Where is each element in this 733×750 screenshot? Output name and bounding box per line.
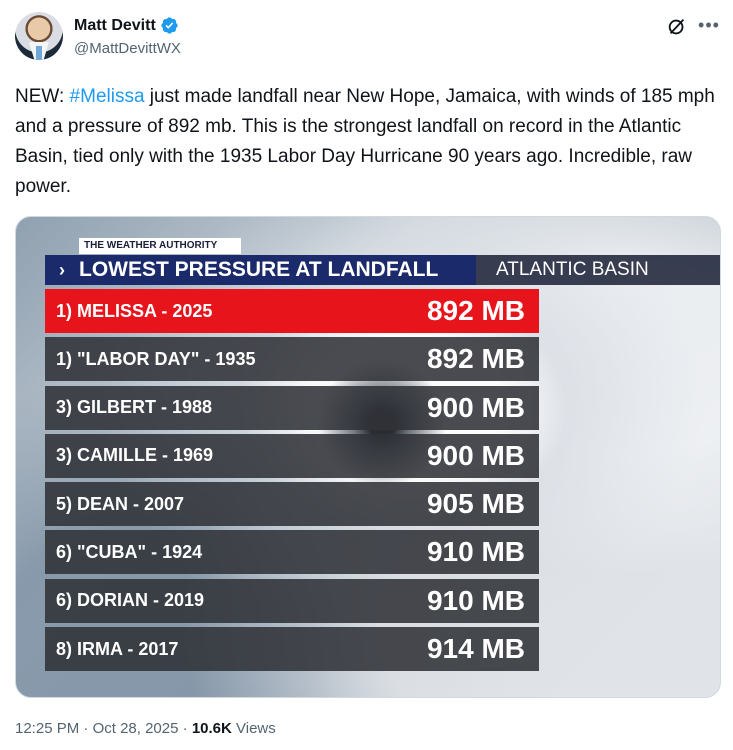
list-item-label: 3) CAMILLE - 1969 bbox=[56, 445, 214, 466]
views-count[interactable]: 10.6K bbox=[191, 720, 232, 737]
list-item-label: 1) "LABOR DAY" - 1935 bbox=[56, 348, 256, 369]
list-item-value: 900 MB bbox=[426, 391, 525, 423]
list-item-value: 905 MB bbox=[426, 488, 525, 520]
tweet-header: Matt Devitt @MattDevittWX ••• bbox=[15, 12, 720, 64]
hashtag-link[interactable]: #Melissa bbox=[69, 86, 145, 107]
list-item-label: 1) MELISSA - 2025 bbox=[56, 300, 213, 321]
list-item-value: 892 MB bbox=[426, 295, 525, 326]
verified-badge-icon bbox=[161, 17, 178, 34]
list-item-label: 3) GILBERT - 1988 bbox=[56, 397, 213, 418]
tweet-footer: 12:25 PM · Oct 28, 2025 · 10.6K Views bbox=[15, 720, 276, 737]
brand-tag: THE WEATHER AUTHORITY bbox=[79, 238, 241, 254]
chevron-right-icon: › bbox=[59, 260, 65, 280]
tweet-media-image[interactable]: THE WEATHER AUTHORITY › LOWEST PRESSURE … bbox=[15, 216, 721, 698]
list-item-value: 892 MB bbox=[426, 343, 525, 375]
more-icon[interactable]: ••• bbox=[698, 15, 720, 35]
list-item: 3) GILBERT - 1988 900 MB bbox=[45, 385, 539, 430]
list-item-value: 900 MB bbox=[426, 439, 525, 471]
list-item-value: 914 MB bbox=[426, 633, 525, 665]
tweet-body: just made landfall near New Hope, Jamaic… bbox=[15, 86, 715, 197]
author-handle[interactable]: @MattDevittWX bbox=[74, 40, 181, 57]
graphic-title: › LOWEST PRESSURE AT LANDFALL bbox=[45, 255, 476, 285]
list-item-label: 8) IRMA - 2017 bbox=[56, 638, 179, 659]
author-name[interactable]: Matt Devitt bbox=[74, 16, 156, 34]
separator: · bbox=[178, 720, 192, 737]
post-date[interactable]: Oct 28, 2025 bbox=[92, 720, 179, 737]
list-item-value: 910 MB bbox=[426, 584, 525, 616]
tweet-prefix: NEW: bbox=[15, 86, 70, 107]
list-item-value: 910 MB bbox=[426, 536, 525, 568]
list-item: 5) DEAN - 2007 905 MB bbox=[45, 482, 539, 527]
list-item: 6) "CUBA" - 1924 910 MB bbox=[45, 530, 539, 575]
list-item: 1) MELISSA - 2025 892 MB bbox=[45, 289, 539, 333]
separator: · bbox=[79, 720, 93, 737]
post-time[interactable]: 12:25 PM bbox=[15, 720, 80, 737]
list-item-label: 6) DORIAN - 2019 bbox=[56, 590, 205, 611]
list-item-label: 6) "CUBA" - 1924 bbox=[56, 541, 203, 562]
tweet-text: NEW: #Melissa just made landfall near Ne… bbox=[15, 82, 715, 202]
list-item: 8) IRMA - 2017 914 MB bbox=[45, 627, 539, 672]
graphic-title-bar: › LOWEST PRESSURE AT LANDFALL ATLANTIC B… bbox=[45, 255, 720, 285]
author-name-row: Matt Devitt bbox=[74, 16, 179, 35]
graphic-subtitle: ATLANTIC BASIN bbox=[476, 255, 720, 285]
graphic-title-text: LOWEST PRESSURE AT LANDFALL bbox=[79, 258, 439, 281]
avatar[interactable] bbox=[15, 12, 63, 60]
grok-icon[interactable] bbox=[666, 16, 688, 38]
list-item-label: 5) DEAN - 2007 bbox=[56, 493, 185, 514]
views-label: Views bbox=[231, 720, 276, 737]
list-item: 6) DORIAN - 2019 910 MB bbox=[45, 578, 539, 623]
list-item: 1) "LABOR DAY" - 1935 892 MB bbox=[45, 337, 539, 382]
pressure-ranking-list: 1) MELISSA - 2025 892 MB 1) "LABOR DAY" … bbox=[45, 289, 539, 675]
list-item: 3) CAMILLE - 1969 900 MB bbox=[45, 433, 539, 478]
